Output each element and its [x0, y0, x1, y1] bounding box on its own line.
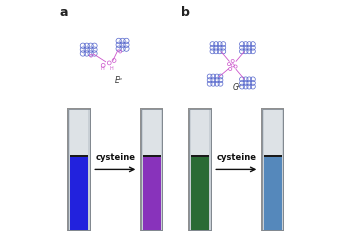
Bar [191, 155, 209, 157]
Bar [262, 109, 284, 230]
Bar [264, 109, 281, 155]
Bar [262, 109, 264, 230]
Text: H: H [100, 67, 104, 71]
Bar [143, 109, 161, 155]
Bar [264, 155, 281, 157]
Bar [188, 108, 212, 231]
Bar [261, 108, 284, 231]
Text: Gᵇ: Gᵇ [233, 83, 242, 92]
Bar [141, 109, 143, 230]
Text: Eᵇ: Eᵇ [115, 76, 123, 85]
Bar [68, 109, 70, 230]
Bar [68, 109, 90, 230]
Bar [67, 108, 91, 231]
Bar [191, 109, 209, 155]
Bar [141, 109, 162, 230]
Text: b: b [181, 6, 189, 19]
Text: a: a [59, 6, 68, 19]
Bar [189, 109, 211, 230]
Bar [68, 109, 90, 230]
Text: cysteine: cysteine [216, 153, 256, 162]
Bar [70, 109, 88, 155]
Bar [209, 109, 211, 230]
Bar [143, 155, 161, 157]
Bar [70, 155, 88, 157]
Bar [281, 109, 284, 230]
Bar [141, 109, 162, 230]
Bar [262, 109, 284, 230]
Bar [140, 108, 163, 231]
Text: cysteine: cysteine [95, 153, 135, 162]
Bar [161, 109, 162, 230]
Text: H: H [110, 67, 114, 71]
Bar [189, 109, 211, 230]
Bar [70, 155, 88, 230]
Bar [264, 155, 281, 230]
Bar [88, 109, 90, 230]
Bar [189, 109, 191, 230]
Bar [191, 155, 209, 230]
Bar [143, 155, 161, 230]
